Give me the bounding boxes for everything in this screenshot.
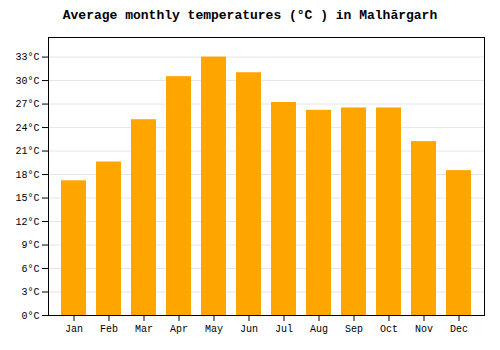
svg-text:Apr: Apr [170, 324, 188, 335]
svg-text:33°C: 33°C [15, 52, 39, 63]
svg-text:Oct: Oct [380, 324, 398, 335]
svg-text:15°C: 15°C [15, 193, 39, 204]
svg-text:30°C: 30°C [15, 76, 39, 87]
svg-text:6°C: 6°C [21, 264, 39, 275]
svg-text:12°C: 12°C [15, 217, 39, 228]
svg-text:Feb: Feb [100, 324, 118, 335]
svg-text:Sep: Sep [345, 324, 363, 335]
svg-text:18°C: 18°C [15, 170, 39, 181]
svg-text:Mar: Mar [135, 324, 153, 335]
svg-text:Jul: Jul [275, 324, 293, 335]
svg-text:0°C: 0°C [21, 311, 39, 322]
svg-text:3°C: 3°C [21, 287, 39, 298]
svg-text:Jun: Jun [240, 324, 258, 335]
svg-text:Nov: Nov [415, 324, 433, 335]
svg-text:May: May [205, 324, 223, 335]
svg-text:Dec: Dec [450, 324, 468, 335]
svg-text:27°C: 27°C [15, 99, 39, 110]
svg-text:Aug: Aug [310, 324, 328, 335]
html-text:Average monthly temperatures (: Average monthly temperatures (°C ) in Ma… [62, 8, 438, 23]
svg-text:9°C: 9°C [21, 240, 39, 251]
svg-text:24°C: 24°C [15, 123, 39, 134]
svg-text:21°C: 21°C [15, 146, 39, 157]
svg-text:Jan: Jan [65, 324, 83, 335]
